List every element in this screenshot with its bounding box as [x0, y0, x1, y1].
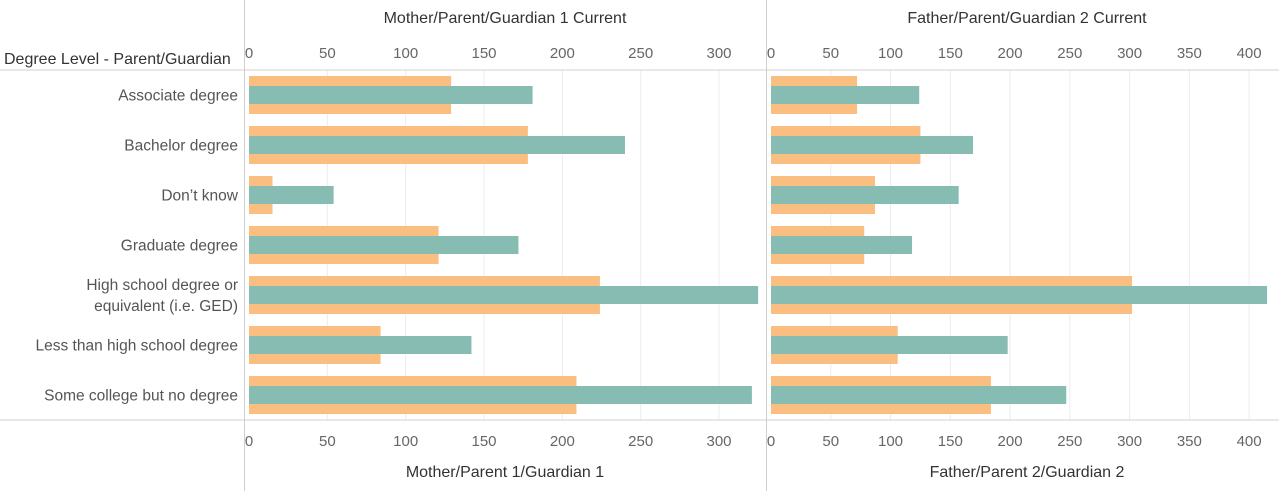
- panel-header-father: Father/Parent/Guardian 2 Current: [907, 10, 1147, 27]
- category-label-1: Bachelor degree: [124, 138, 238, 155]
- tick-label-father-top-200: 200: [998, 45, 1023, 62]
- tick-label-mother-top-100: 100: [393, 45, 418, 62]
- bar-mother-inner-2: [249, 186, 334, 204]
- tick-label-father-bottom-200: 200: [998, 433, 1023, 450]
- category-label-6: Some college but no degree: [44, 388, 238, 405]
- grid-layer: [326, 70, 1250, 420]
- tick-label-mother-bottom-50: 50: [319, 433, 336, 450]
- bar-mother-inner-0: [249, 86, 533, 104]
- tick-label-mother-top-200: 200: [550, 45, 575, 62]
- bar-mother-inner-3: [249, 236, 519, 254]
- bar-father-inner-2: [771, 186, 959, 204]
- tick-label-father-top-300: 300: [1117, 45, 1142, 62]
- category-label-3: Graduate degree: [121, 238, 238, 255]
- tick-label-father-top-350: 350: [1177, 45, 1202, 62]
- bar-mother-inner-6: [249, 386, 752, 404]
- bar-mother-inner-4: [249, 286, 759, 304]
- tick-label-father-top-100: 100: [878, 45, 903, 62]
- tick-label-mother-top-50: 50: [319, 45, 336, 62]
- tick-label-father-bottom-150: 150: [938, 433, 963, 450]
- tick-label-father-bottom-50: 50: [822, 433, 839, 450]
- bar-father-inner-5: [771, 336, 1008, 354]
- tick-label-father-top-150: 150: [938, 45, 963, 62]
- bar-father-inner-0: [771, 86, 920, 104]
- tick-label-father-top-0: 0: [767, 45, 775, 62]
- tick-label-mother-bottom-150: 150: [471, 433, 496, 450]
- category-label-2: Don’t know: [161, 188, 238, 205]
- category-label-4-line0: High school degree or: [86, 277, 238, 294]
- bar-mother-inner-1: [249, 136, 625, 154]
- tick-label-father-bottom-400: 400: [1237, 433, 1262, 450]
- tick-label-mother-bottom-200: 200: [550, 433, 575, 450]
- category-label-4-line1: equivalent (i.e. GED): [94, 298, 238, 315]
- tick-label-father-top-250: 250: [1057, 45, 1082, 62]
- category-label-0: Associate degree: [118, 88, 238, 105]
- tick-label-father-bottom-250: 250: [1057, 433, 1082, 450]
- tick-label-mother-top-300: 300: [706, 45, 731, 62]
- tick-label-father-bottom-300: 300: [1117, 433, 1142, 450]
- tick-label-mother-bottom-0: 0: [245, 433, 253, 450]
- tick-label-mother-top-250: 250: [628, 45, 653, 62]
- tick-label-mother-top-0: 0: [245, 45, 253, 62]
- panel-footer-father: Father/Parent 2/Guardian 2: [930, 464, 1125, 481]
- bars-layer: [249, 76, 1268, 414]
- tick-label-mother-bottom-100: 100: [393, 433, 418, 450]
- tick-label-father-top-400: 400: [1237, 45, 1262, 62]
- bar-father-inner-1: [771, 136, 974, 154]
- panel-footer-mother: Mother/Parent 1/Guardian 1: [406, 464, 604, 481]
- bar-father-inner-6: [771, 386, 1067, 404]
- category-label-5: Less than high school degree: [35, 338, 238, 355]
- tick-label-father-bottom-100: 100: [878, 433, 903, 450]
- tick-label-father-top-50: 50: [822, 45, 839, 62]
- text-layer: Degree Level - Parent/Guardian Mother/Pa…: [4, 10, 1262, 481]
- tick-label-father-bottom-0: 0: [767, 433, 775, 450]
- panel-header-mother: Mother/Parent/Guardian 1 Current: [384, 10, 627, 27]
- bar-father-inner-3: [771, 236, 913, 254]
- tick-label-mother-bottom-250: 250: [628, 433, 653, 450]
- row-header-label: Degree Level - Parent/Guardian: [4, 51, 231, 68]
- bar-mother-inner-5: [249, 336, 472, 354]
- tick-label-mother-top-150: 150: [471, 45, 496, 62]
- tick-label-mother-bottom-300: 300: [706, 433, 731, 450]
- tick-label-father-bottom-350: 350: [1177, 433, 1202, 450]
- bar-father-inner-4: [771, 286, 1268, 304]
